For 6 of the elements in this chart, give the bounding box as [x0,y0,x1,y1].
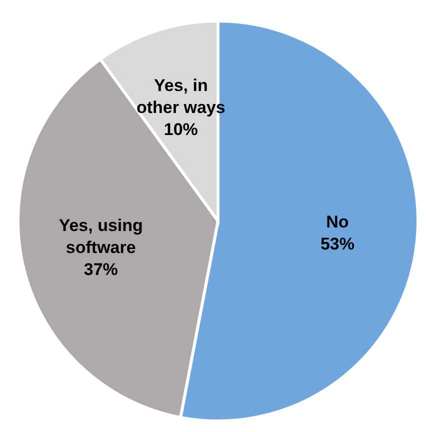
data-label: 37% [84,260,118,279]
slice-label: Yes, in other ways [136,75,226,116]
data-label: 10% [164,119,198,138]
data-label: 53% [320,234,354,253]
slice-label: Yes, using software [58,216,143,257]
slice-label: No [326,212,349,231]
